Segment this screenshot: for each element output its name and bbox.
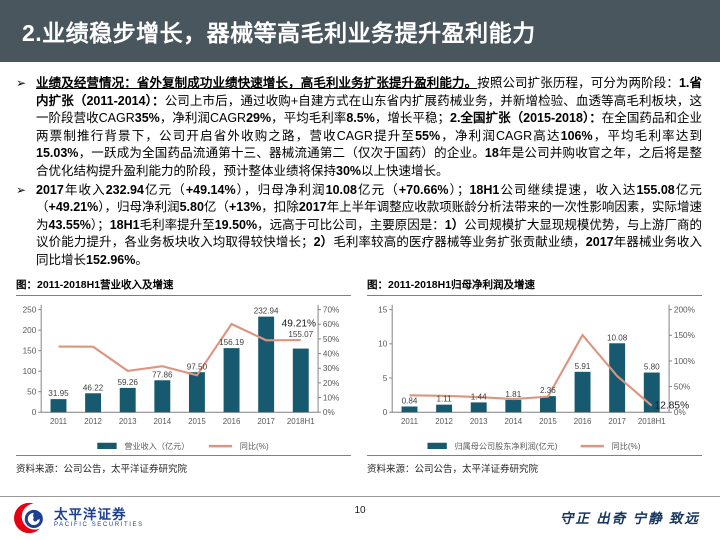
svg-text:2017: 2017 <box>608 416 626 425</box>
logo-text: 太平洋证券 PACIFIC SECURITIES <box>54 507 144 529</box>
svg-text:46.22: 46.22 <box>83 383 104 392</box>
svg-text:100%: 100% <box>674 356 696 365</box>
svg-text:15: 15 <box>378 305 388 314</box>
svg-text:2016: 2016 <box>574 416 592 425</box>
svg-text:2014: 2014 <box>505 416 523 425</box>
svg-text:0%: 0% <box>323 408 336 417</box>
svg-text:2.36: 2.36 <box>540 386 556 395</box>
svg-text:2018H1: 2018H1 <box>287 416 315 425</box>
bullet-arrow-icon: ➢ <box>16 182 27 197</box>
svg-text:5.91: 5.91 <box>575 361 591 370</box>
svg-text:0%: 0% <box>674 408 687 417</box>
slide-body: ➢ 业绩及经营情况：省外复制成功业绩快速增长，高毛利业务扩张提升盈利能力。按照公… <box>0 62 720 475</box>
logo-name-cn: 太平洋证券 <box>54 507 127 522</box>
svg-text:50%: 50% <box>323 334 340 343</box>
svg-text:2016: 2016 <box>223 416 241 425</box>
charts-row: 图：2011-2018H1营业收入及增速 0 50 100 150 200 250 0% 10… <box>16 277 702 475</box>
svg-text:70%: 70% <box>323 305 340 314</box>
svg-text:10.08: 10.08 <box>607 333 628 342</box>
svg-text:20%: 20% <box>323 378 340 387</box>
svg-text:150%: 150% <box>674 331 696 340</box>
svg-text:2013: 2013 <box>119 416 137 425</box>
svg-text:2017: 2017 <box>257 416 275 425</box>
svg-text:10%: 10% <box>323 393 340 402</box>
svg-text:2011: 2011 <box>401 416 419 425</box>
svg-text:200: 200 <box>23 326 37 335</box>
svg-text:50%: 50% <box>674 382 691 391</box>
svg-text:2011: 2011 <box>50 416 68 425</box>
source-note-right: 资料来源：公司公告，太平洋证券研究院 <box>367 455 702 475</box>
slide-footer: 太平洋证券 PACIFIC SECURITIES 10 守正 出奇 宁静 致远 <box>0 496 720 540</box>
svg-text:1.11: 1.11 <box>436 394 452 403</box>
bullet-text-2017-results: 2017年收入232.94亿元（+49.14%），归母净利润10.08亿元（+7… <box>36 182 702 267</box>
svg-text:5.80: 5.80 <box>644 362 660 371</box>
page-title: 2.业绩稳步增长，器械等高毛利业务提升盈利能力 <box>22 20 536 46</box>
revenue-chart-section: 图：2011-2018H1营业收入及增速 0 50 100 150 200 250 0% 10… <box>16 277 351 475</box>
svg-text:49.21%: 49.21% <box>282 318 316 329</box>
svg-text:12.85%: 12.85% <box>655 400 689 411</box>
svg-text:2015: 2015 <box>188 416 206 425</box>
svg-text:156.19: 156.19 <box>219 338 244 347</box>
source-note-left: 资料来源：公司公告，太平洋证券研究院 <box>16 455 351 475</box>
svg-text:250: 250 <box>23 305 37 314</box>
company-motto: 守正 出奇 宁静 致远 <box>559 511 700 526</box>
svg-text:40%: 40% <box>323 349 340 358</box>
bullet-item-2: ➢ 2017年收入232.94亿元（+49.14%），归母净利润10.08亿元（… <box>16 182 702 270</box>
bullet-item-1: ➢ 业绩及经营情况：省外复制成功业绩快速增长，高毛利业务扩张提升盈利能力。按照公… <box>16 75 702 181</box>
svg-text:10: 10 <box>378 339 388 348</box>
bullet-text-performance: 业绩及经营情况：省外复制成功业绩快速增长，高毛利业务扩张提升盈利能力。按照公司扩… <box>36 76 702 178</box>
svg-text:232.94: 232.94 <box>254 306 279 315</box>
svg-text:59.26: 59.26 <box>118 378 139 387</box>
slide-title-bar: 2.业绩稳步增长，器械等高毛利业务提升盈利能力 <box>0 0 720 62</box>
svg-text:2012: 2012 <box>84 416 102 425</box>
svg-text:归属母公司股东净利润(亿元): 归属母公司股东净利润(亿元) <box>455 441 558 451</box>
svg-text:0: 0 <box>383 408 388 417</box>
svg-text:31.95: 31.95 <box>48 389 69 398</box>
svg-text:200%: 200% <box>674 305 696 314</box>
svg-text:50: 50 <box>27 387 37 396</box>
svg-text:5: 5 <box>383 373 388 382</box>
page-number: 10 <box>354 505 366 516</box>
revenue-growth-chart: 0 50 100 150 200 250 0% 10% 20% 30% 40% 50% 60% 70% 20… <box>23 304 340 451</box>
net-profit-chart-title: 图：2011-2018H1归母净利润及增速 <box>367 277 702 296</box>
svg-text:30%: 30% <box>323 364 340 373</box>
svg-text:2014: 2014 <box>154 416 172 425</box>
net-profit-chart-section: 图：2011-2018H1归母净利润及增速 0 5 10 15 0% 50% 100% 150… <box>367 277 702 475</box>
svg-text:2012: 2012 <box>435 416 453 425</box>
svg-text:2015: 2015 <box>539 416 557 425</box>
logo-name-en: PACIFIC SECURITIES <box>54 522 144 528</box>
svg-text:同比(%): 同比(%) <box>240 441 269 451</box>
bullet-arrow-icon: ➢ <box>16 76 27 90</box>
svg-text:0: 0 <box>32 408 37 417</box>
svg-text:100: 100 <box>23 367 37 376</box>
svg-text:1.44: 1.44 <box>471 392 487 401</box>
svg-text:150: 150 <box>23 346 37 355</box>
svg-text:2018H1: 2018H1 <box>638 416 666 425</box>
svg-text:60%: 60% <box>323 320 340 329</box>
revenue-chart-title: 图：2011-2018H1营业收入及增速 <box>16 277 351 296</box>
svg-text:2013: 2013 <box>470 416 488 425</box>
svg-text:同比(%): 同比(%) <box>612 441 641 451</box>
svg-text:1.81: 1.81 <box>505 389 521 398</box>
svg-text:0.84: 0.84 <box>402 396 418 405</box>
svg-text:155.07: 155.07 <box>288 330 313 339</box>
svg-text:77.86: 77.86 <box>152 370 173 379</box>
pacific-securities-logo-icon <box>14 502 48 534</box>
svg-text:97.50: 97.50 <box>187 362 208 371</box>
svg-text:营业收入（亿元）: 营业收入（亿元） <box>124 441 189 451</box>
pacific-securities-logo: 太平洋证券 PACIFIC SECURITIES <box>14 501 144 535</box>
